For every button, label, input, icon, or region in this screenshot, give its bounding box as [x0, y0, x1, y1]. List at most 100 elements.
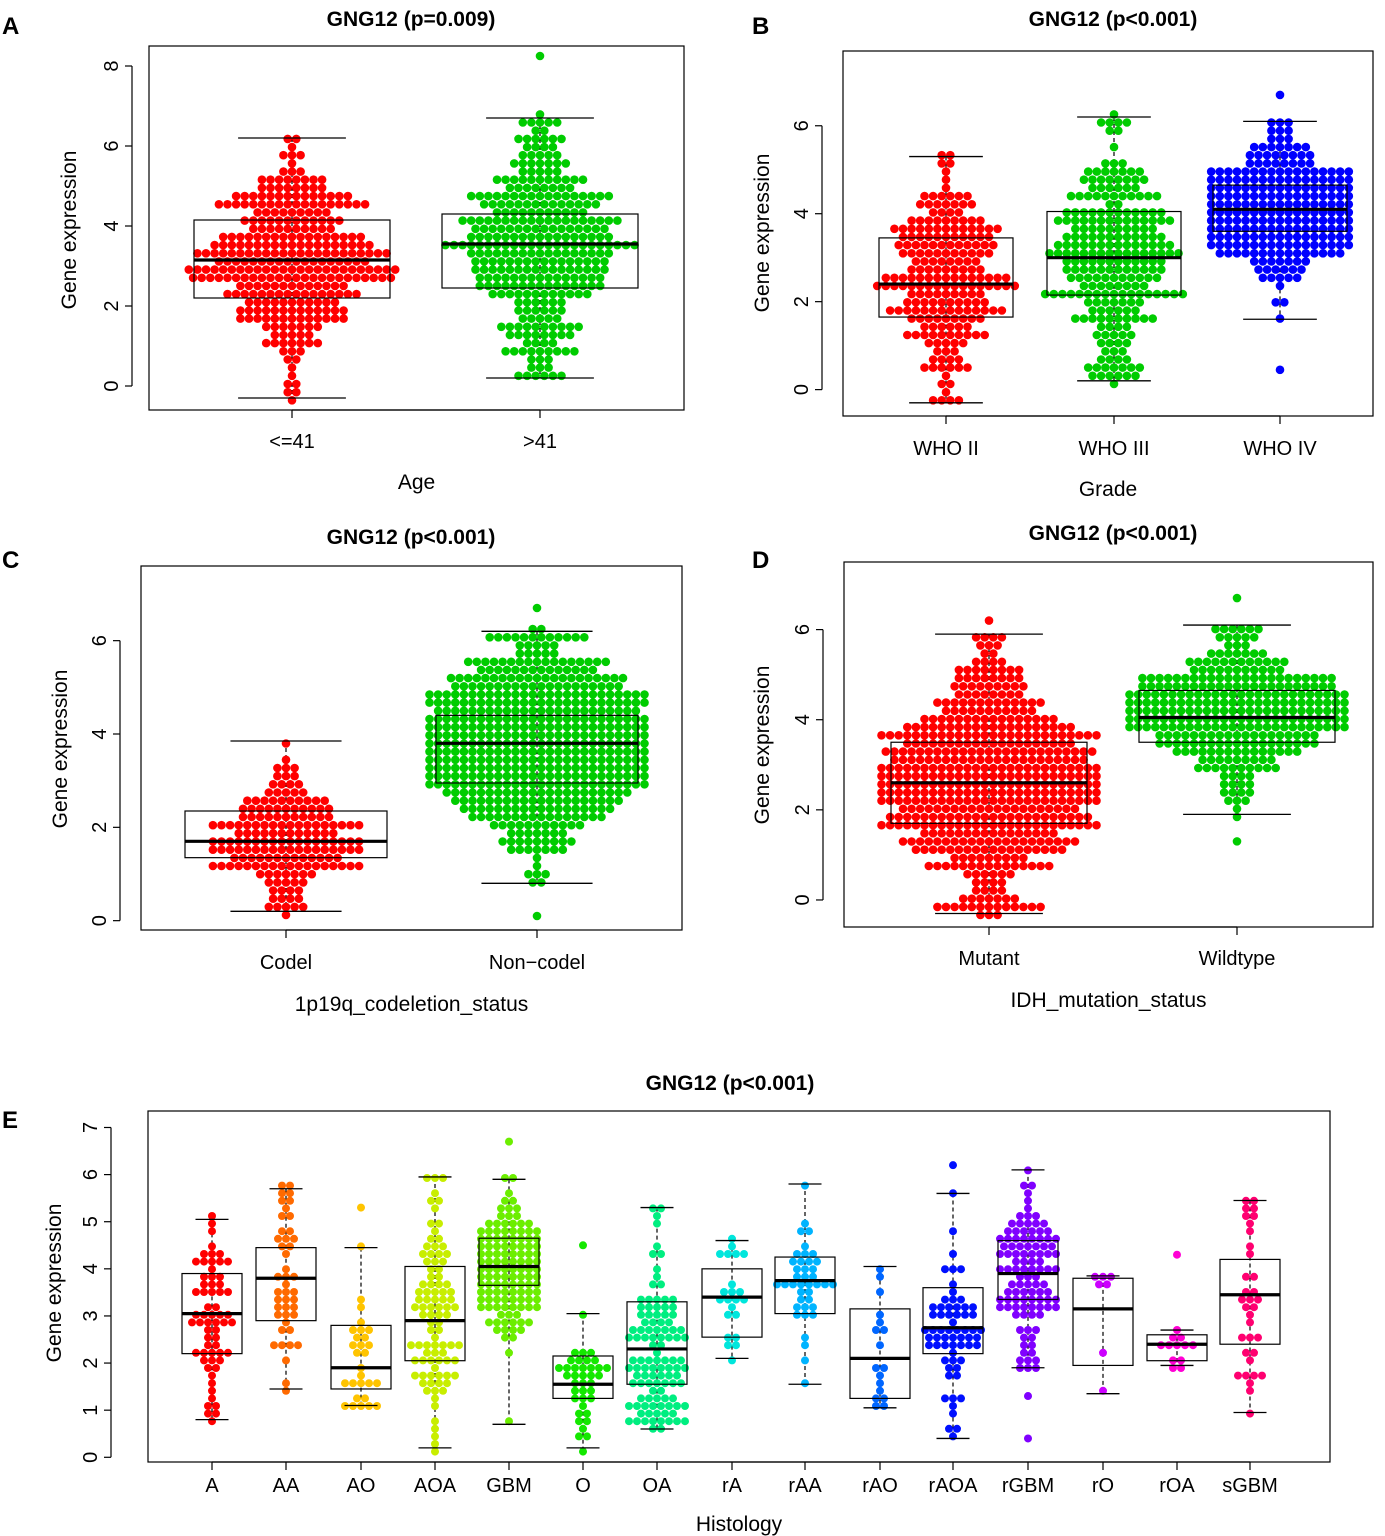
- data-point: [1070, 747, 1080, 756]
- data-point: [562, 796, 572, 805]
- data-point: [565, 200, 575, 209]
- data-point: [459, 690, 469, 699]
- data-point: [1049, 812, 1058, 822]
- data-point: [1049, 771, 1058, 781]
- data-point: [637, 1379, 645, 1388]
- data-point: [997, 657, 1007, 667]
- data-point: [996, 1303, 1004, 1312]
- data-point: [1335, 216, 1345, 225]
- data-point: [1152, 273, 1162, 283]
- data-point: [249, 224, 258, 234]
- data-point: [623, 722, 632, 732]
- data-point: [571, 747, 580, 756]
- data-point: [492, 191, 502, 201]
- data-point: [1310, 200, 1319, 209]
- data-point: [1032, 1219, 1040, 1228]
- data-point: [494, 755, 503, 765]
- data-point: [640, 747, 649, 756]
- data-point: [552, 281, 562, 291]
- data-point: [1006, 739, 1015, 748]
- data-point: [903, 306, 912, 315]
- data-point: [204, 1341, 212, 1350]
- data-point: [287, 314, 297, 323]
- data-point: [583, 265, 592, 274]
- data-point: [1297, 698, 1306, 707]
- data-point: [501, 1174, 509, 1182]
- y-tick-label: 6: [792, 624, 814, 635]
- data-point: [1335, 240, 1345, 250]
- data-point: [653, 1242, 661, 1251]
- data-point: [1232, 649, 1242, 658]
- data-point: [493, 1272, 501, 1281]
- data-point: [1206, 682, 1216, 691]
- data-point: [614, 706, 623, 716]
- data-point: [1280, 150, 1289, 160]
- data-point: [562, 690, 572, 699]
- data-point: [1242, 1371, 1250, 1380]
- data-point: [451, 1371, 459, 1380]
- data-point: [518, 232, 528, 242]
- data-point: [591, 1356, 599, 1365]
- data-point: [240, 216, 249, 225]
- data-point: [279, 281, 288, 291]
- data-point: [967, 853, 977, 863]
- data-point: [548, 306, 558, 315]
- data-point: [300, 191, 310, 201]
- data-point: [459, 747, 469, 756]
- data-point: [494, 788, 503, 797]
- data-point: [993, 755, 1002, 765]
- data-point: [614, 682, 623, 691]
- y-tick-label: 0: [792, 894, 814, 905]
- data-point: [989, 673, 998, 683]
- data-point: [541, 820, 550, 830]
- x-axis-label: Age: [398, 471, 435, 494]
- data-point: [485, 1227, 493, 1236]
- x-tick-label: <=41: [269, 431, 315, 453]
- data-point: [1049, 289, 1059, 299]
- data-point: [335, 191, 344, 201]
- data-point: [618, 673, 628, 683]
- data-point: [1275, 739, 1285, 748]
- data-point: [1198, 739, 1207, 748]
- data-point: [485, 1272, 493, 1281]
- data-point: [1249, 183, 1259, 193]
- data-point: [505, 322, 515, 332]
- data-point: [924, 249, 934, 258]
- data-point: [963, 796, 972, 805]
- data-point: [570, 281, 579, 291]
- data-point: [1019, 861, 1028, 871]
- data-point: [1327, 232, 1336, 242]
- data-point: [485, 682, 495, 691]
- data-point: [1027, 747, 1037, 756]
- data-point: [894, 820, 903, 830]
- data-point: [524, 837, 533, 846]
- data-point: [1224, 796, 1233, 805]
- data-point: [494, 771, 503, 781]
- data-point: [561, 191, 571, 201]
- group-AA: [255, 1181, 317, 1395]
- data-point: [976, 861, 985, 871]
- data-point: [540, 142, 549, 152]
- data-point: [431, 1386, 439, 1395]
- data-point: [937, 298, 946, 307]
- data-point: [1165, 240, 1175, 250]
- data-point: [1292, 216, 1302, 225]
- data-point: [264, 804, 274, 814]
- data-point: [501, 216, 510, 225]
- data-point: [273, 812, 282, 822]
- data-point: [270, 322, 280, 332]
- data-point: [890, 747, 899, 756]
- data-point: [1262, 698, 1272, 707]
- y-tick-label: 0: [80, 1452, 102, 1463]
- data-point: [946, 191, 955, 201]
- outlier-point: [357, 1203, 365, 1212]
- data-point: [535, 314, 545, 323]
- data-point: [459, 771, 469, 781]
- data-point: [872, 1364, 880, 1372]
- data-point: [433, 755, 443, 765]
- data-point: [920, 739, 929, 748]
- data-point: [1206, 665, 1216, 675]
- data-point: [1224, 755, 1233, 765]
- data-point: [954, 355, 964, 364]
- data-point: [257, 200, 267, 209]
